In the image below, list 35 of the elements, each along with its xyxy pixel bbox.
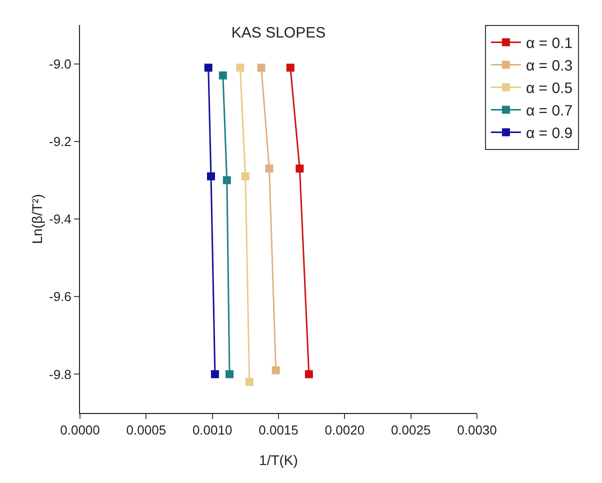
- legend-label: α = 0.7: [526, 102, 573, 120]
- point: [272, 366, 280, 374]
- y-tick-label: -9.8: [48, 366, 72, 382]
- point: [304, 370, 313, 378]
- point: [241, 172, 250, 180]
- chart-title: KAS SLOPES: [231, 24, 326, 42]
- point: [296, 164, 304, 173]
- x-tick-label: 0.0015: [258, 422, 298, 438]
- x-tick-label: 0.0030: [457, 422, 497, 438]
- point: [257, 64, 266, 72]
- y-axis-title: Ln(β/T²): [29, 194, 45, 244]
- legend-label: α = 0.1: [526, 35, 573, 52]
- y-tick-label: -9.4: [48, 212, 72, 227]
- x-tick-label: 0.0000: [60, 422, 100, 438]
- y-tick-label: -9.6: [48, 289, 72, 304]
- legend-label: α = 0.3: [526, 58, 573, 75]
- y-tick-label: -9.2: [48, 134, 72, 149]
- point: [236, 64, 244, 72]
- point: [265, 164, 274, 173]
- x-axis-title: 1/T(K): [259, 452, 298, 468]
- x-tick-label: 0.0010: [192, 422, 232, 438]
- point: [210, 370, 219, 378]
- point: [222, 176, 231, 184]
- point: [204, 64, 212, 72]
- legend-label: α = 0.9: [526, 125, 573, 142]
- legend-label: α = 0.5: [526, 80, 573, 98]
- point: [286, 64, 294, 72]
- y-tick-label: -9.0: [48, 56, 72, 72]
- point: [226, 370, 234, 378]
- point: [207, 172, 216, 180]
- point: [218, 71, 227, 80]
- x-tick-label: 0.0005: [126, 422, 166, 438]
- point: [245, 378, 254, 386]
- x-tick-label: 0.0020: [324, 422, 365, 438]
- x-tick-label: 0.0025: [390, 422, 431, 438]
